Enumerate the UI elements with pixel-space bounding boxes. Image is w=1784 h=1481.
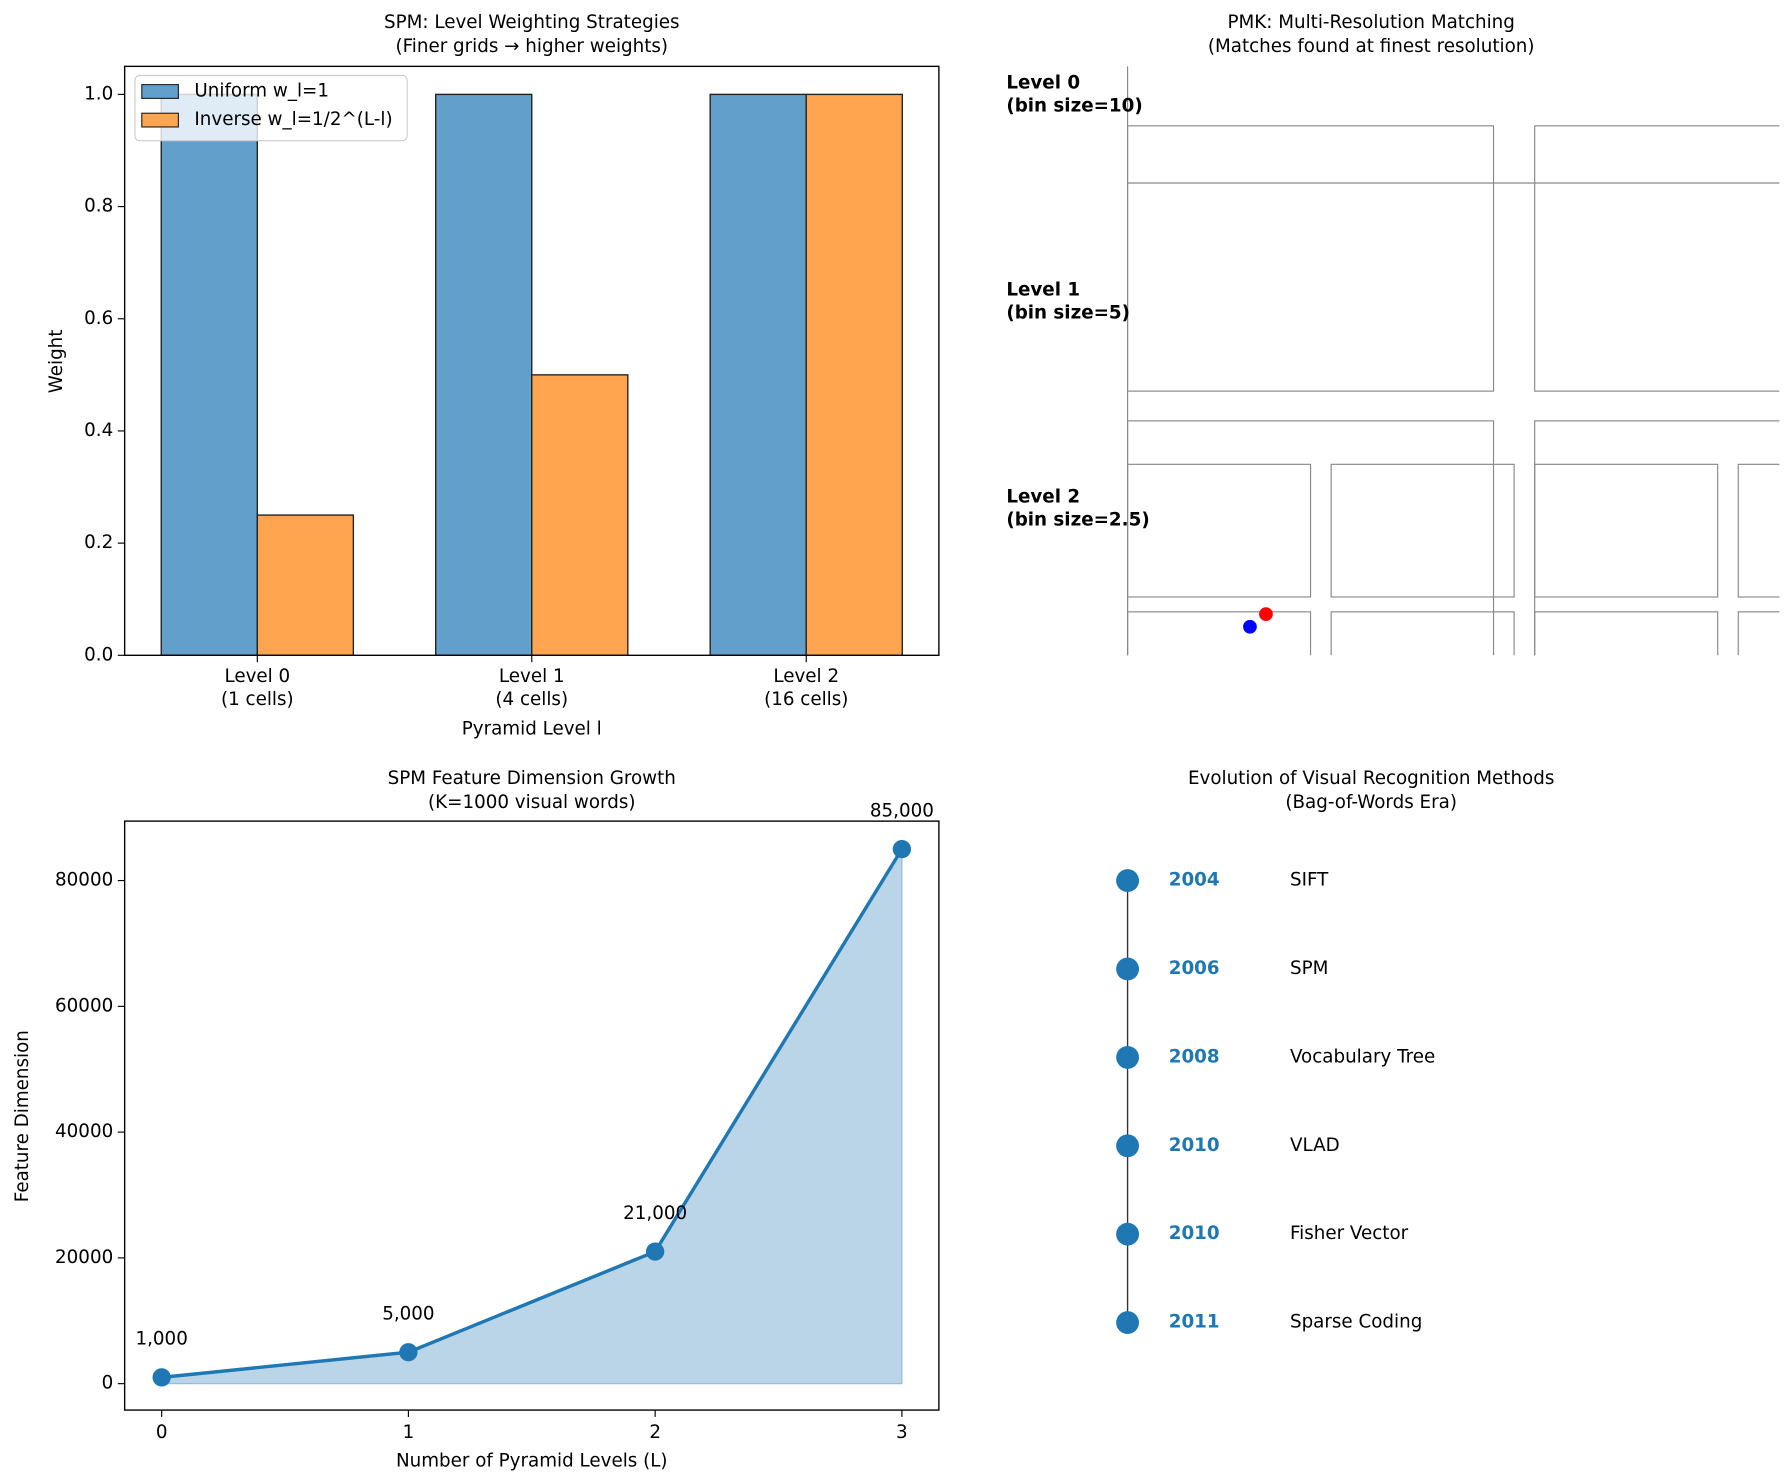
point bbox=[892, 839, 912, 859]
event-method: Sparse Coding bbox=[1290, 1312, 1422, 1333]
value-label: 5,000 bbox=[382, 1303, 434, 1324]
y-tick-label: 0.6 bbox=[84, 308, 113, 329]
legend: Uniform w_l=1 Inverse w_l=1/2^(L-l) bbox=[134, 74, 408, 142]
chart-subtitle: (Finer grids → higher weights) bbox=[395, 36, 668, 57]
chart-subtitle: (K=1000 visual words) bbox=[428, 792, 635, 813]
chart-subtitle: (Bag-of-Words Era) bbox=[1285, 792, 1457, 813]
y-tick-label: 40000 bbox=[55, 1121, 113, 1142]
grid-cell bbox=[1127, 463, 1312, 598]
value-label: 1,000 bbox=[135, 1329, 187, 1350]
y-tick-label: 60000 bbox=[55, 995, 113, 1016]
grid-cell bbox=[1534, 420, 1780, 656]
y-axis-label: Weight bbox=[46, 330, 67, 394]
legend-swatch bbox=[141, 84, 179, 99]
y-tick-label: 0.8 bbox=[84, 196, 113, 217]
chart-subtitle: (Matches found at finest resolution) bbox=[1208, 36, 1535, 57]
plot-frame bbox=[123, 65, 940, 656]
y-tick-label: 0.4 bbox=[84, 420, 113, 441]
chart-title: SPM Feature Dimension Growth bbox=[388, 768, 676, 789]
event-year: 2006 bbox=[1169, 958, 1220, 979]
line bbox=[161, 848, 904, 1380]
grid-cell bbox=[1330, 463, 1515, 598]
timeline-dot bbox=[1116, 1311, 1140, 1335]
point bbox=[645, 1242, 665, 1261]
event-year: 2004 bbox=[1169, 870, 1220, 891]
grid-diagram bbox=[1127, 66, 1780, 656]
bar bbox=[256, 514, 355, 656]
x-tick-label: 1 bbox=[403, 1422, 415, 1443]
timeline-dot bbox=[1116, 1045, 1140, 1069]
point bbox=[399, 1343, 418, 1362]
x-tick-label: 3 bbox=[896, 1422, 908, 1443]
x-axis-label: Number of Pyramid Levels (L) bbox=[396, 1451, 668, 1472]
plot-frame bbox=[123, 820, 940, 1411]
feature-point bbox=[1243, 619, 1257, 634]
event-method: SPM bbox=[1290, 958, 1328, 979]
x-axis-label: Pyramid Level l bbox=[462, 719, 602, 740]
grid-cell bbox=[1737, 611, 1780, 656]
chart-title: Evolution of Visual Recognition Methods bbox=[1188, 768, 1554, 789]
grid-cell bbox=[1330, 611, 1515, 656]
level-label: Level 0 (bin size=10) bbox=[1006, 73, 1142, 117]
timeline-dot bbox=[1116, 1134, 1140, 1158]
legend-label: Inverse w_l=1/2^(L-l) bbox=[194, 109, 392, 130]
value-label: 85,000 bbox=[870, 800, 934, 821]
legend-frame bbox=[134, 74, 408, 142]
y-tick-label: 20000 bbox=[55, 1247, 113, 1268]
x-tick-label: Level 1 (4 cells) bbox=[495, 666, 568, 710]
feature-point bbox=[1259, 607, 1273, 621]
event-method: Fisher Vector bbox=[1290, 1223, 1409, 1244]
value-label: 21,000 bbox=[623, 1203, 687, 1224]
y-axis-label: Feature Dimension bbox=[12, 1030, 33, 1202]
grid-cell bbox=[1534, 125, 1780, 392]
event-year: 2008 bbox=[1169, 1046, 1220, 1067]
legend-label: Uniform w_l=1 bbox=[194, 81, 329, 102]
x-tick-label: 2 bbox=[649, 1422, 661, 1443]
level-label: Level 1 (bin size=5) bbox=[1006, 279, 1130, 323]
grid-cell bbox=[1534, 463, 1719, 598]
chart-title: PMK: Multi-Resolution Matching bbox=[1227, 12, 1514, 33]
bar bbox=[709, 93, 807, 656]
event-year: 2011 bbox=[1169, 1312, 1220, 1333]
point bbox=[152, 1368, 171, 1387]
y-tick-label: 0.0 bbox=[84, 644, 113, 665]
y-tick-label: 1.0 bbox=[84, 83, 113, 104]
timeline-dot bbox=[1116, 957, 1140, 981]
timeline-dot bbox=[1116, 1222, 1140, 1246]
y-tick-label: 80000 bbox=[55, 870, 113, 891]
grid-cell bbox=[1127, 125, 1495, 392]
event-method: VLAD bbox=[1290, 1135, 1340, 1156]
bar bbox=[805, 93, 903, 656]
x-tick-label: Level 2 (16 cells) bbox=[764, 666, 848, 710]
timeline-dot bbox=[1116, 869, 1140, 893]
y-tick-label: 0.2 bbox=[84, 532, 113, 553]
event-method: Vocabulary Tree bbox=[1290, 1046, 1435, 1067]
event-method: SIFT bbox=[1290, 870, 1329, 891]
level-label: Level 2 (bin size=2.5) bbox=[1006, 486, 1149, 530]
x-tick-label: Level 0 (1 cells) bbox=[221, 666, 294, 710]
event-year: 2010 bbox=[1169, 1135, 1220, 1156]
event-year: 2010 bbox=[1169, 1223, 1220, 1244]
x-tick-label: 0 bbox=[156, 1422, 168, 1443]
legend-swatch bbox=[141, 112, 179, 128]
y-tick-label: 0 bbox=[102, 1373, 114, 1394]
bar bbox=[160, 93, 258, 656]
grid-cell bbox=[1127, 611, 1312, 656]
chart-title: SPM: Level Weighting Strategies bbox=[384, 12, 680, 33]
grid-cell bbox=[1534, 611, 1719, 656]
grid-cell bbox=[1737, 463, 1780, 598]
bar bbox=[435, 93, 533, 656]
bar bbox=[531, 374, 629, 656]
